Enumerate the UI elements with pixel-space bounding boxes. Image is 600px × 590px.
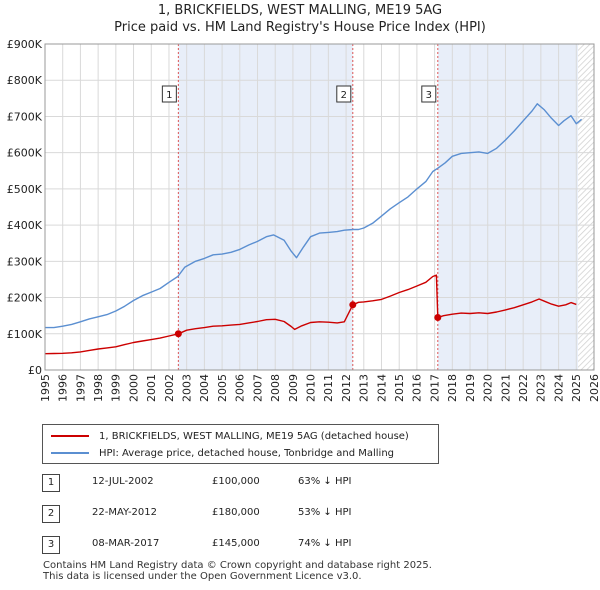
sale-point [434,313,442,321]
x-tick-label: 1995 [39,374,52,402]
sale-label-box [161,85,177,103]
x-tick-label: 2022 [517,374,530,402]
x-tick-label: 1997 [74,374,87,402]
x-tick-label: 2019 [464,374,477,402]
sale-price: £180,000 [212,507,260,518]
sale-row: 1 12-JUL-2002 £100,000 63% ↓ HPI [40,474,460,505]
y-tick-label: £800K [7,74,43,87]
sale-row: 3 08-MAR-2017 £145,000 74% ↓ HPI [40,536,460,567]
x-tick-label: 2013 [358,374,371,402]
y-tick-label: £0 [28,364,42,377]
y-tick-label: £400K [7,219,43,232]
x-tick-label: 2002 [163,374,176,402]
x-tick-label: 2008 [269,374,282,402]
sale-row: 2 22-MAY-2012 £180,000 53% ↓ HPI [40,505,460,536]
sale-date: 08-MAR-2017 [92,538,160,549]
sale-label: 1 [166,90,172,101]
sale-hpi-diff: 63% ↓ HPI [298,476,352,487]
sale-price: £145,000 [212,538,260,549]
sale-marker: 2 [42,505,60,523]
x-tick-label: 1998 [92,374,105,402]
sale-label-box [336,85,352,103]
y-tick-label: £900K [7,38,43,51]
chart-title-block: 1, BRICKFIELDS, WEST MALLING, ME19 5AG P… [0,2,600,36]
x-tick-label: 2007 [251,374,264,402]
footer-line-licence: This data is licensed under the Open Gov… [43,571,362,582]
legend-item-property: 1, BRICKFIELDS, WEST MALLING, ME19 5AG (… [51,429,409,443]
legend-swatch-hpi [51,452,89,454]
sale-marker: 3 [42,536,60,554]
footer-line-copyright: Contains HM Land Registry data © Crown c… [43,560,432,571]
x-tick-label: 2017 [428,374,441,402]
x-tick-label: 1996 [57,374,70,402]
footer-notice: Contains HM Land Registry data © Crown c… [43,560,432,582]
x-tick-label: 2023 [535,374,548,402]
y-tick-label: £200K [7,292,43,305]
x-tick-label: 2016 [411,374,424,402]
x-tick-label: 2012 [340,374,353,402]
plot-frame [44,43,595,371]
x-tick-label: 2009 [287,374,300,402]
chart-title: 1, BRICKFIELDS, WEST MALLING, ME19 5AG [157,3,443,18]
x-tick-label: 2005 [216,374,229,402]
x-tick-label: 2001 [145,374,158,402]
x-tick-label: 2015 [393,374,406,402]
sale-point [174,330,182,338]
forecast-hatch [578,44,594,370]
x-tick-label: 2026 [588,374,600,402]
x-tick-label: 2018 [446,374,459,402]
y-tick-label: £700K [7,110,43,123]
x-tick-label: 2006 [234,374,247,402]
sale-label: 2 [341,90,347,101]
x-tick-label: 2021 [499,374,512,402]
y-tick-label: £100K [7,328,43,341]
x-tick-label: 2011 [322,374,335,402]
legend-label-property: 1, BRICKFIELDS, WEST MALLING, ME19 5AG (… [99,430,409,442]
property-series-line [44,274,577,355]
x-tick-label: 2000 [127,374,140,402]
sale-label-box [421,85,437,103]
y-tick-label: £500K [7,183,43,196]
ownership-shade [178,44,353,370]
ownership-shade [437,44,579,370]
y-tick-label: £600K [7,147,43,160]
x-tick-label: 2020 [482,374,495,402]
sale-hpi-diff: 74% ↓ HPI [298,538,352,549]
sale-price: £100,000 [212,476,260,487]
legend-item-hpi: HPI: Average price, detached house, Tonb… [51,446,394,460]
sale-point [349,301,357,309]
x-tick-label: 2004 [198,374,211,402]
legend-swatch-property [51,435,89,437]
x-tick-label: 2014 [375,374,388,402]
sale-hpi-diff: 53% ↓ HPI [298,507,352,518]
y-tick-label: £300K [7,255,43,268]
x-tick-label: 2025 [570,374,583,402]
x-tick-label: 1999 [110,374,123,402]
sale-date: 22-MAY-2012 [92,507,158,518]
x-tick-label: 2024 [552,374,565,402]
legend: 1, BRICKFIELDS, WEST MALLING, ME19 5AG (… [42,424,439,464]
legend-label-hpi: HPI: Average price, detached house, Tonb… [99,447,395,459]
sale-marker: 1 [42,474,60,492]
hpi-series-line [45,103,583,329]
x-tick-label: 2010 [304,374,317,402]
sales-table: 1 12-JUL-2002 £100,000 63% ↓ HPI 2 22-MA… [40,474,460,567]
chart-subtitle: Price paid vs. HM Land Registry's House … [114,20,486,35]
price-chart: 1 2 3 £0 £100K £200K £300K £400K £500K £600K £700… [7,38,600,402]
x-tick-label: 2003 [181,374,194,402]
sale-label: 3 [426,90,432,101]
sale-date: 12-JUL-2002 [92,476,154,487]
